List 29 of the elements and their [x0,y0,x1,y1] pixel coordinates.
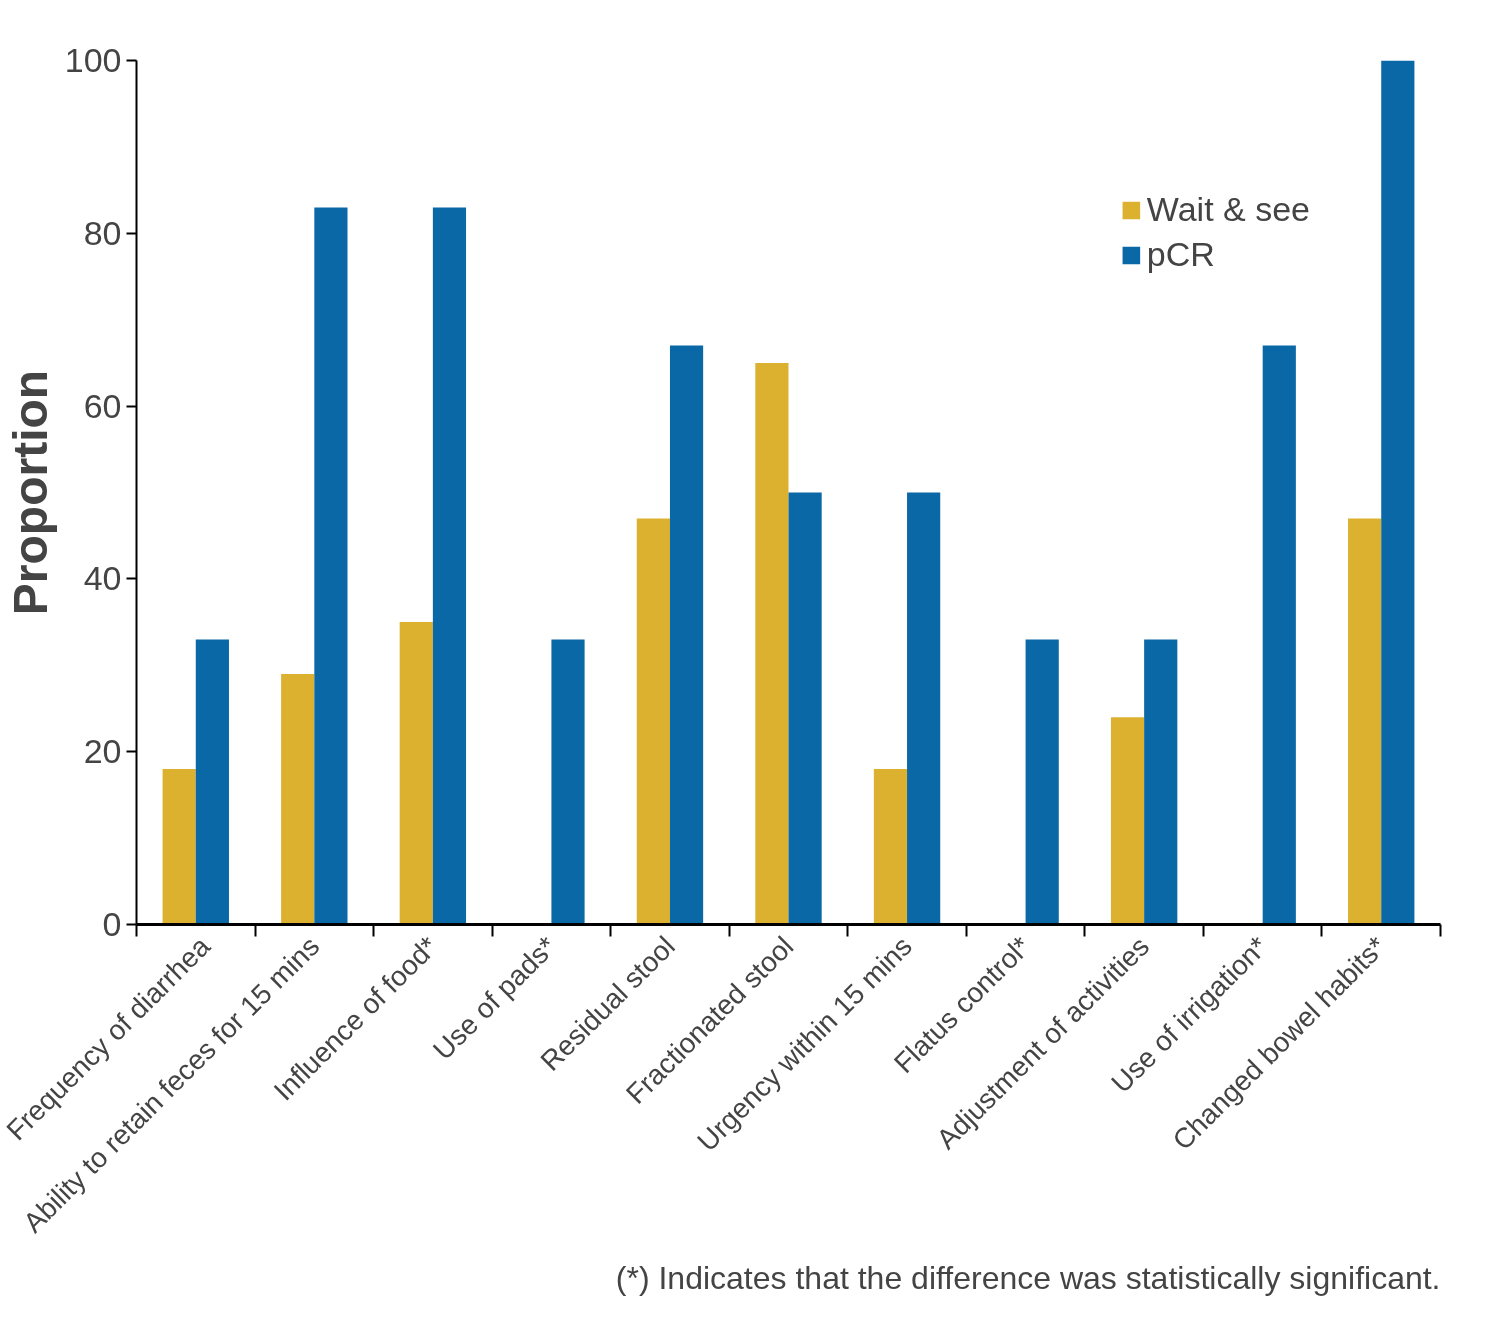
bar [1348,518,1382,925]
text: (*) Indicates that the difference was statistically significant. [615,1259,1441,1296]
bar [669,345,704,925]
bar [755,362,789,925]
bar [1262,345,1296,925]
y-tick-label: 60 [83,386,122,425]
bar [1381,60,1415,925]
bar [399,622,433,925]
y-tick-label: 40 [83,559,122,598]
bar [195,639,229,925]
y-tick-label: 100 [64,41,122,79]
bar [1110,717,1145,925]
legend-label: pCR [1146,235,1215,274]
y-tick-label: 0 [102,905,122,943]
bar [314,207,348,925]
y-axis-title: Proportion [3,369,57,616]
bar [1025,639,1059,925]
bar [162,768,196,925]
bar [788,492,822,925]
bar [281,673,315,925]
bar [1144,639,1178,925]
y-tick-label: 20 [83,732,122,771]
bar [907,492,941,925]
y-tick-label: 80 [83,213,122,252]
legend-label: Wait & see [1146,190,1310,229]
bar [873,768,908,925]
bar [636,518,670,925]
bar [551,639,585,925]
bar [432,207,467,925]
